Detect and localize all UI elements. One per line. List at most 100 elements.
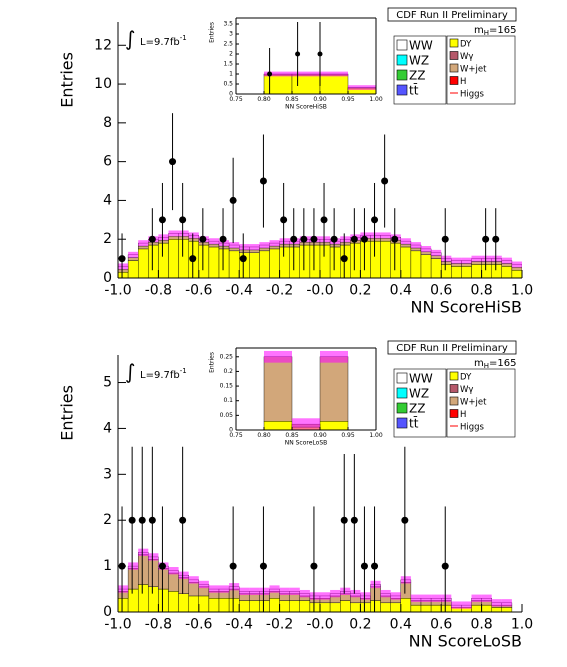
- y-tick-label: 4: [103, 192, 112, 208]
- y-tick-label: 3: [229, 31, 233, 38]
- x-tick-label: -1.0: [104, 283, 131, 299]
- uncertainty-band: [451, 601, 462, 609]
- uncertainty-band: [259, 587, 270, 596]
- bar: [158, 568, 169, 590]
- plot-area: [263, 22, 376, 94]
- y-tick-label: 0.5: [223, 81, 233, 88]
- data-point: [267, 71, 273, 77]
- bar: [249, 249, 260, 253]
- panel: 0.75 0.80 0.85 0.90 0.95 1.00 0 0.5 1 1.5 2 2.5 3 3.5…: [202, 12, 386, 118]
- uncertainty-band: [264, 71, 292, 77]
- bar: [501, 607, 513, 612]
- uncertainty-band: [229, 242, 240, 248]
- data-point: [441, 562, 449, 570]
- uncertainty-band: [431, 249, 442, 256]
- bar: [269, 248, 280, 278]
- x-tick-label: 0.2: [349, 283, 371, 299]
- y-tick-label: 6: [103, 154, 112, 170]
- bar: [481, 604, 492, 612]
- y-tick-label: 10: [94, 76, 112, 92]
- uncertainty-band: [360, 592, 371, 600]
- uncertainty-band: [292, 418, 320, 430]
- y-tick-label: 0: [229, 91, 233, 98]
- uncertainty-band: [320, 592, 331, 600]
- legend-label: WW: [409, 372, 433, 386]
- x-tick-label: 1.00: [369, 96, 383, 103]
- uncertainty-band: [400, 238, 411, 245]
- x-tick-label: -0.8: [145, 617, 172, 633]
- bar: [511, 270, 522, 278]
- legend-label: W+jet: [460, 398, 487, 408]
- uncertainty-band: [348, 85, 376, 90]
- mass-label: mH=165: [474, 25, 516, 37]
- lumi-label: L=9.7fb-1: [140, 367, 187, 381]
- y-tick-label: 0: [103, 604, 112, 620]
- data-point: [179, 216, 187, 224]
- data-point: [219, 235, 227, 243]
- bar: [299, 244, 311, 278]
- bar: [291, 74, 321, 94]
- bar: [329, 602, 341, 612]
- bar: [289, 600, 301, 612]
- uncertainty-band: [219, 585, 230, 593]
- data-point: [300, 235, 308, 243]
- bar: [127, 568, 139, 590]
- legend-swatch: [396, 54, 408, 66]
- legend-swatch: [449, 371, 459, 381]
- legend-swatch: [449, 76, 459, 85]
- legend-swatch: [449, 409, 459, 418]
- uncertainty-band: [330, 589, 341, 598]
- bar: [228, 247, 240, 252]
- x-axis-title: NN ScoreHiSB: [285, 104, 327, 111]
- uncertainty-band: [320, 350, 348, 363]
- uncertainty-band: [421, 594, 432, 602]
- bar: [137, 248, 149, 278]
- bar: [329, 246, 341, 278]
- bar: [400, 246, 412, 278]
- x-tick-label: 1.0: [511, 617, 533, 633]
- mass-label-sub: H: [484, 362, 489, 370]
- mass-label-value: =165: [489, 25, 516, 36]
- bar: [299, 600, 311, 612]
- bar: [198, 244, 210, 278]
- bar: [148, 586, 159, 612]
- bar: [319, 421, 349, 430]
- uncertainty-band: [441, 255, 452, 262]
- bar: [263, 356, 293, 422]
- x-tick-label: 0.6: [430, 283, 452, 299]
- x-tick-label: 0.8: [470, 283, 492, 299]
- y-tick-label: 0.25: [220, 353, 234, 360]
- y-tick-label: 1.5: [223, 61, 233, 68]
- data-point: [360, 235, 368, 243]
- data-point: [259, 177, 267, 185]
- legend-label: DY: [460, 373, 472, 383]
- bar: [238, 249, 250, 253]
- uncertainty-band: [400, 576, 411, 584]
- bar: [208, 598, 220, 612]
- bar: [491, 607, 503, 612]
- data-point: [317, 51, 323, 57]
- bar: [279, 600, 290, 612]
- x-tick-label: 0.2: [349, 617, 371, 633]
- bar: [380, 238, 391, 242]
- chart-title: CDF Run II Preliminary: [396, 343, 508, 354]
- data-point: [310, 235, 318, 243]
- bar: [451, 266, 462, 278]
- panel: -1.0 -0.8 -0.6 -0.4 -0.2 -0.0 0.2 0.4 0.6 0.8 1.00…: [58, 340, 533, 651]
- bar: [309, 244, 321, 278]
- bar: [178, 236, 189, 240]
- uncertainty-band: [421, 246, 432, 252]
- uncertainty-band: [168, 567, 179, 575]
- lumi-label: L=9.7fb-1: [140, 34, 187, 48]
- bar: [127, 588, 139, 612]
- data-point: [295, 51, 301, 57]
- x-tick-label: 0.85: [285, 432, 299, 439]
- x-tick-label: 0.8: [470, 617, 492, 633]
- bar: [400, 243, 412, 248]
- legend-label: Wγ: [460, 385, 473, 395]
- uncertainty-band: [299, 589, 310, 598]
- legend-swatch: [449, 38, 459, 48]
- uncertainty-band: [340, 587, 351, 596]
- x-tick-label: -0.6: [185, 617, 212, 633]
